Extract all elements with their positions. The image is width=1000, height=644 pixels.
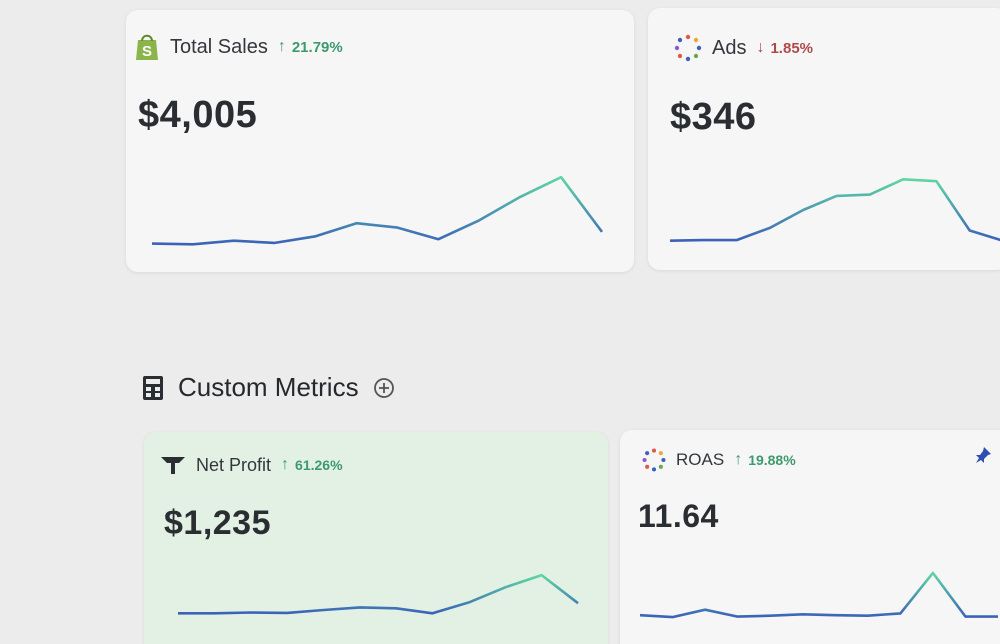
roas-card[interactable]: ROAS ↑ 19.88% 11.64 bbox=[620, 430, 1000, 644]
card-title: Ads bbox=[712, 36, 747, 59]
net-profit-card[interactable]: Net Profit ↑ 61.26% $1,235 bbox=[144, 432, 608, 644]
card-title: ROAS bbox=[676, 450, 725, 469]
metric-value: $4,005 bbox=[138, 94, 258, 136]
delta-value: 61.26% bbox=[295, 457, 343, 473]
card-title: Total Sales bbox=[170, 35, 268, 58]
arrow-up-icon: ↑ bbox=[734, 451, 743, 468]
arrow-down-icon: ↓ bbox=[756, 39, 765, 56]
dotted-ring-icon bbox=[642, 448, 666, 472]
arrow-up-icon: ↑ bbox=[281, 456, 290, 473]
delta-value: 21.79% bbox=[291, 38, 343, 56]
section-title: Custom Metrics bbox=[178, 372, 359, 402]
trend-line bbox=[669, 178, 1000, 242]
trend-line bbox=[639, 571, 998, 619]
metric-value: $346 bbox=[670, 96, 757, 138]
total-sales-sparkline bbox=[151, 175, 604, 246]
ads-card[interactable]: Ads ↓ 1.85% $346 bbox=[648, 8, 1000, 270]
add-circle-icon[interactable] bbox=[373, 377, 395, 399]
delta-value: 1.85% bbox=[770, 39, 814, 57]
delta-badge: ↓ 1.85% bbox=[756, 39, 813, 57]
triple-whale-logo-icon bbox=[160, 454, 186, 476]
trend-line bbox=[151, 175, 604, 246]
delta-badge: ↑ 61.26% bbox=[281, 456, 342, 474]
roas-header: ROAS ↑ 19.88% bbox=[642, 448, 796, 472]
custom-metrics-header: Custom Metrics bbox=[142, 372, 395, 403]
roas-sparkline bbox=[639, 571, 998, 619]
delta-value: 19.88% bbox=[748, 452, 796, 468]
total-sales-header: S Total Sales ↑ 21.79% bbox=[134, 32, 343, 62]
net-profit-sparkline bbox=[178, 573, 579, 615]
svg-text:S: S bbox=[142, 43, 152, 60]
arrow-up-icon: ↑ bbox=[277, 38, 286, 55]
ads-sparkline bbox=[669, 178, 1000, 242]
shopify-bag-icon: S bbox=[134, 32, 160, 62]
metric-value: 11.64 bbox=[638, 498, 719, 534]
total-sales-card[interactable]: S Total Sales ↑ 21.79% $4,005 bbox=[126, 10, 634, 272]
trend-line bbox=[178, 573, 579, 615]
metric-value: $1,235 bbox=[164, 504, 271, 542]
ads-header: Ads ↓ 1.85% bbox=[674, 34, 813, 62]
delta-badge: ↑ 21.79% bbox=[278, 38, 343, 56]
delta-badge: ↑ 19.88% bbox=[734, 451, 795, 469]
net-profit-header: Net Profit ↑ 61.26% bbox=[160, 454, 343, 476]
pin-icon[interactable] bbox=[974, 446, 992, 464]
dotted-ring-icon bbox=[674, 34, 702, 62]
card-title: Net Profit bbox=[196, 454, 272, 475]
calculator-icon bbox=[142, 375, 164, 401]
